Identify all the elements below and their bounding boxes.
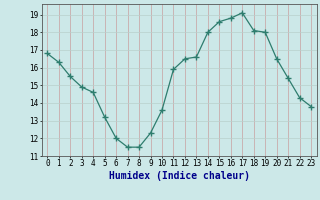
X-axis label: Humidex (Indice chaleur): Humidex (Indice chaleur) (109, 171, 250, 181)
